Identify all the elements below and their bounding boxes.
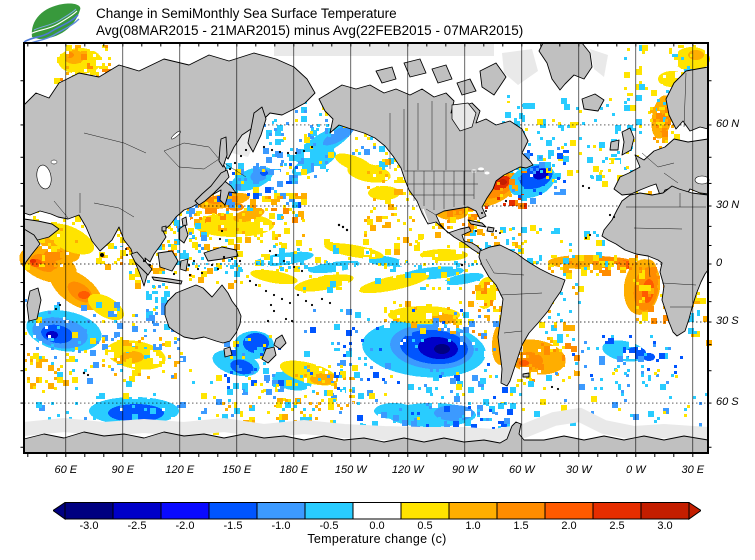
- borneo: [157, 250, 179, 272]
- tasmania: [223, 346, 233, 358]
- aral-sea: [50, 159, 58, 165]
- arctic-islands: [375, 58, 507, 96]
- interior-borders: [53, 72, 706, 334]
- lat-label: 30 S: [716, 315, 739, 327]
- longitude-gridlines: [65, 43, 694, 453]
- sakhalin: [218, 136, 228, 168]
- new-zealand-north: [273, 334, 287, 350]
- small-islands: [54, 145, 616, 391]
- antarctica: [23, 421, 709, 454]
- falklands: [522, 372, 530, 378]
- japan: [194, 169, 230, 206]
- colorbar-value: 1.5: [513, 520, 529, 532]
- lon-label: 60 W: [508, 464, 535, 476]
- map-title: Change in SemiMonthly Sea Surface Temper…: [96, 6, 397, 21]
- new-guinea: [203, 246, 239, 262]
- colorbar-value: -0.5: [319, 520, 339, 532]
- java: [151, 276, 183, 285]
- green-leaf-waves-logo: [23, 3, 81, 47]
- britain: [621, 127, 635, 156]
- lon-label: 30 E: [681, 464, 705, 476]
- colorbar-value: 2.5: [609, 520, 625, 532]
- leaf-icon: [31, 3, 81, 39]
- lon-label: 90 E: [111, 464, 135, 476]
- lon-label: 120 W: [391, 464, 424, 476]
- gulf-of-california: [422, 208, 429, 223]
- colorbar-value: 2.0: [561, 520, 577, 532]
- scandinavia: [665, 66, 709, 132]
- lake-baikal: [171, 130, 181, 140]
- philippines: [178, 224, 189, 244]
- north-america: [318, 84, 534, 255]
- hudson-bay-ice: [451, 102, 477, 132]
- ireland: [609, 139, 620, 151]
- continents-layer: [23, 42, 709, 454]
- title-block: Change in SemiMonthly Sea Surface Temper…: [96, 5, 523, 39]
- hainan: [161, 225, 167, 232]
- lat-label: 60 S: [716, 396, 739, 409]
- sulawesi: [179, 258, 189, 272]
- taiwan: [181, 216, 188, 227]
- lon-label: 0 W: [626, 464, 646, 476]
- colorbar-value: -2.0: [175, 520, 195, 532]
- colorbar-value: -2.5: [127, 520, 147, 532]
- asia-landmass: [23, 52, 316, 287]
- world-map-panel: 60 N 30 N 0 30 S 60 S 60 E 90 E 120 E 150 E 180 …: [19, 42, 739, 476]
- cuba: [467, 219, 487, 228]
- lon-label: 30 W: [565, 464, 592, 476]
- madagascar: [26, 287, 42, 322]
- colorbar-value: 1.0: [465, 520, 481, 532]
- lon-label: 150 E: [222, 464, 252, 476]
- colorbar-value: 3.0: [657, 520, 673, 532]
- new-zealand-south: [261, 346, 277, 364]
- sumatra: [130, 251, 153, 276]
- lon-label: 60 E: [54, 464, 78, 476]
- caspian-sea: [36, 164, 52, 190]
- lon-label: 180 E: [279, 464, 309, 476]
- colorbar-value: 0.5: [417, 520, 433, 532]
- lon-label: 150 W: [334, 464, 367, 476]
- kamchatka: [247, 106, 267, 153]
- sst-anomaly-map: [19, 42, 712, 457]
- colorbar-caption: Temperature change (c): [307, 532, 447, 546]
- temperature-colorbar: [53, 502, 701, 520]
- hispaniola: [486, 226, 495, 233]
- map-subtitle: Avg(08MAR2015 - 21MAR2015) minus Avg(22F…: [96, 23, 524, 38]
- map-frame-and-ticks: [20, 42, 712, 457]
- colorbar-value: -1.0: [271, 520, 291, 532]
- lon-label: 90 W: [451, 464, 478, 476]
- map-overlays: [36, 72, 710, 391]
- lat-label: 0: [716, 257, 723, 269]
- lat-label: 60 N: [716, 117, 740, 130]
- australia: [164, 284, 242, 344]
- black-sea: [694, 175, 710, 185]
- lon-label: 120 E: [165, 464, 195, 476]
- colorbar-value: -1.5: [223, 520, 243, 532]
- iceland: [581, 93, 605, 112]
- lat-label: 30 N: [716, 198, 740, 211]
- colorbar-value: -3.0: [79, 520, 99, 532]
- colorbar-value: 0.0: [369, 520, 385, 532]
